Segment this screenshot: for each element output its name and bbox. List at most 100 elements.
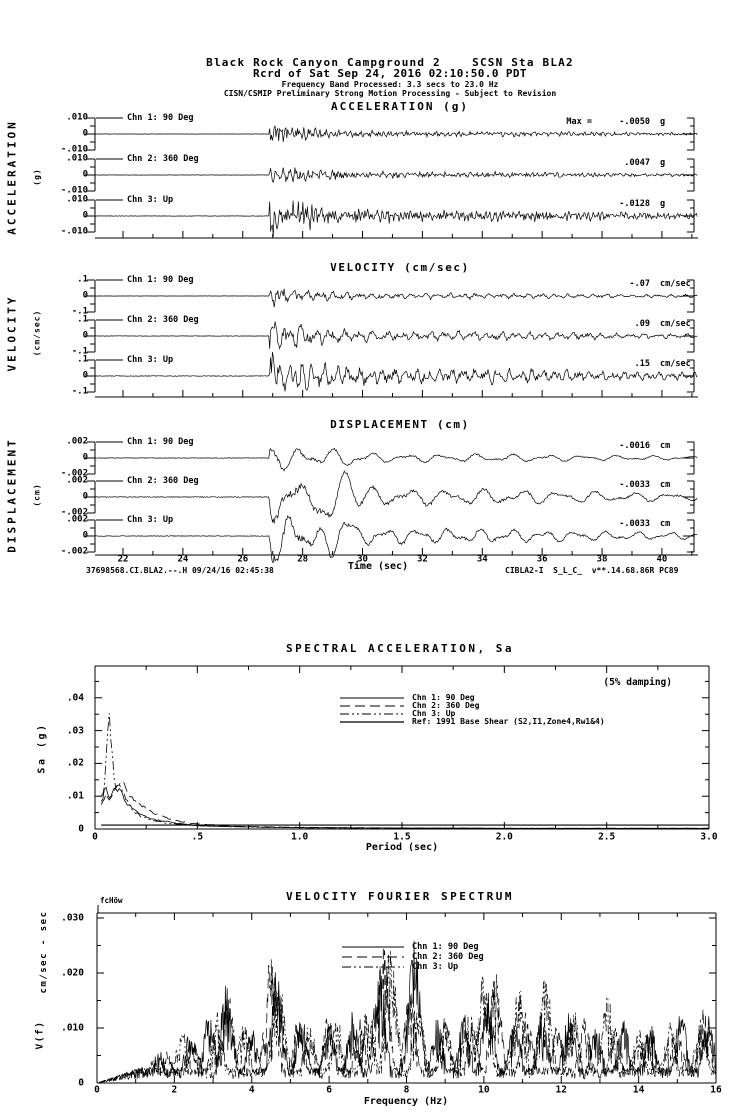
channel-label: Chn 2: 360 Deg xyxy=(127,475,199,486)
scale-label: .010 xyxy=(66,153,88,164)
acceleration-title: ACCELERATION (g) xyxy=(331,100,469,113)
scale-label: .010 xyxy=(66,112,88,123)
fourier-x-tick-label: 10 xyxy=(478,1084,490,1096)
scale-label: -.002 xyxy=(60,507,88,518)
fourier-x-tick-label: 4 xyxy=(248,1084,255,1096)
time-tick-label: 26 xyxy=(237,554,249,565)
scale-label: .002 xyxy=(66,475,88,486)
time-tick-label: 34 xyxy=(476,554,488,565)
processing-version-footer: CIBLA2-I S_L_C_ v**.14.68.86R PC89 xyxy=(505,566,679,575)
sa-y-tick-label: .04 xyxy=(66,692,84,704)
scale-label: -.010 xyxy=(60,144,88,155)
scale-label: .1 xyxy=(77,274,88,285)
processing-disclaimer: CISN/CSMIP Preliminary Strong Motion Pro… xyxy=(223,89,557,98)
scale-label: 0 xyxy=(82,210,88,221)
scale-label: 0 xyxy=(82,530,88,541)
time-tick-label: 36 xyxy=(536,554,548,565)
scale-label: .1 xyxy=(77,314,88,325)
fourier-x-tick-label: 2 xyxy=(171,1084,178,1096)
fourier-y-axis-unit: cm/sec - sec xyxy=(39,910,49,994)
record-datetime: Rcrd of Sat Sep 24, 2016 02:10:50.0 PDT xyxy=(253,67,527,80)
scale-label: -.1 xyxy=(71,306,88,317)
sa-y-axis-label: Sa (g) xyxy=(36,722,48,774)
fourier-legend-chn1: Chn 1: 90 Deg xyxy=(412,942,479,952)
scale-label: 0 xyxy=(82,491,88,502)
fourier-y-tick-label: .030 xyxy=(61,912,84,924)
displacement-axis-label: DISPLACEMENT xyxy=(5,437,19,553)
sa-legend-chn2: Chn 2: 360 Deg xyxy=(412,701,480,710)
max-value-label: -.0033 cm xyxy=(619,480,671,490)
fourier-y-tick-label: .020 xyxy=(61,967,84,979)
scale-label: 0 xyxy=(82,330,88,341)
scale-label: -.002 xyxy=(60,546,88,557)
max-value-label: -.0033 cm xyxy=(619,519,671,529)
channel-label: Chn 1: 90 Deg xyxy=(127,274,194,285)
fourier-x-tick-label: 12 xyxy=(555,1084,567,1096)
fourier-y-tick-label: .010 xyxy=(61,1022,84,1034)
fourier-x-tick-label: 14 xyxy=(632,1084,645,1096)
channel-label: Chn 2: 360 Deg xyxy=(127,153,199,164)
max-value-label: .0047 g xyxy=(624,158,666,168)
time-tick-label: 32 xyxy=(416,554,428,565)
sa-x-tick-label: 2.5 xyxy=(598,831,616,843)
scale-label: 0 xyxy=(82,128,88,139)
scale-label: 0 xyxy=(82,452,88,463)
scale-label: 0 xyxy=(82,290,88,301)
fourier-legend-chn3: Chn 3: Up xyxy=(412,962,459,972)
sa-y-tick-label: .02 xyxy=(66,757,84,769)
scale-label: .002 xyxy=(66,436,88,447)
max-value-label: -.0016 cm xyxy=(619,441,671,451)
fourier-legend-chn2: Chn 2: 360 Deg xyxy=(412,952,484,962)
scale-label: .010 xyxy=(66,194,88,205)
max-value-label: -.07 cm/sec xyxy=(629,279,691,289)
sa-legend-ref: Ref: 1991 Base Shear (S2,I1,Zone4,Rw1&4) xyxy=(412,717,605,726)
scale-label: 0 xyxy=(82,169,88,180)
channel-label: Chn 3: Up xyxy=(127,194,174,205)
damping-note: (5% damping) xyxy=(603,677,672,688)
scale-label: -.002 xyxy=(60,468,88,479)
velocity-axis-label: VELOCITY xyxy=(5,294,19,372)
channel-label: Chn 3: Up xyxy=(127,354,174,365)
fourier-x-tick-label: 0 xyxy=(94,1084,100,1096)
sa-title: SPECTRAL ACCELERATION, Sa xyxy=(285,642,515,655)
fourier-x-tick-label: 8 xyxy=(403,1084,410,1096)
displacement-axis-unit: (cm) xyxy=(32,483,42,507)
scale-label: -.1 xyxy=(71,346,88,357)
scale-label: -.1 xyxy=(71,386,88,397)
scale-label: 0 xyxy=(82,370,88,381)
channel-label: Chn 3: Up xyxy=(127,514,174,525)
sa-legend-chn1: Chn 1: 90 Deg xyxy=(412,693,475,702)
sa-x-tick-label: 2.0 xyxy=(495,831,513,843)
sa-x-tick-label: 1.5 xyxy=(393,831,411,843)
sa-y-tick-label: 0 xyxy=(78,823,84,835)
sa-legend-chn3: Chn 3: Up xyxy=(412,709,456,718)
scale-label: -.010 xyxy=(60,226,88,237)
sa-y-tick-label: .01 xyxy=(66,790,84,802)
fourier-x-tick-label: 16 xyxy=(710,1084,722,1096)
fourier-x-tick-label: 6 xyxy=(326,1084,332,1096)
sa-x-tick-label: 0 xyxy=(92,831,98,843)
max-value-label: -.0128 g xyxy=(619,199,666,209)
time-tick-label: 24 xyxy=(177,554,189,565)
sa-y-tick-label: .03 xyxy=(66,724,84,736)
time-tick-label: 28 xyxy=(297,554,309,565)
scale-label: .002 xyxy=(66,514,88,525)
time-tick-label: 38 xyxy=(596,554,608,565)
max-value-label: Max = -.0050 g xyxy=(566,117,666,127)
displacement-title: DISPLACEMENT (cm) xyxy=(330,418,470,431)
sa-x-tick-label: .5 xyxy=(191,831,204,843)
sa-x-tick-label: 1.0 xyxy=(291,831,309,843)
time-axis-label: Time (sec) xyxy=(347,561,409,572)
max-value-label: .09 cm/sec xyxy=(634,319,691,329)
record-id-footer: 37698568.CI.BLA2.--.H 09/24/16 02:45:38 xyxy=(86,566,274,575)
time-tick-label: 40 xyxy=(656,554,668,565)
time-tick-label: 22 xyxy=(117,554,129,565)
acceleration-axis-label: ACCELERATION xyxy=(5,119,19,235)
sa-x-tick-label: 3.0 xyxy=(700,831,718,843)
fourier-title: VELOCITY FOURIER SPECTRUM xyxy=(285,890,515,903)
frequency-band-note: Frequency Band Processed: 3.3 secs to 23… xyxy=(281,80,499,89)
sa-x-axis-label: Period (sec) xyxy=(365,842,439,853)
scale-label: .1 xyxy=(77,354,88,365)
station-title: Black Rock Canyon Campground 2 SCSN Sta … xyxy=(206,56,574,69)
